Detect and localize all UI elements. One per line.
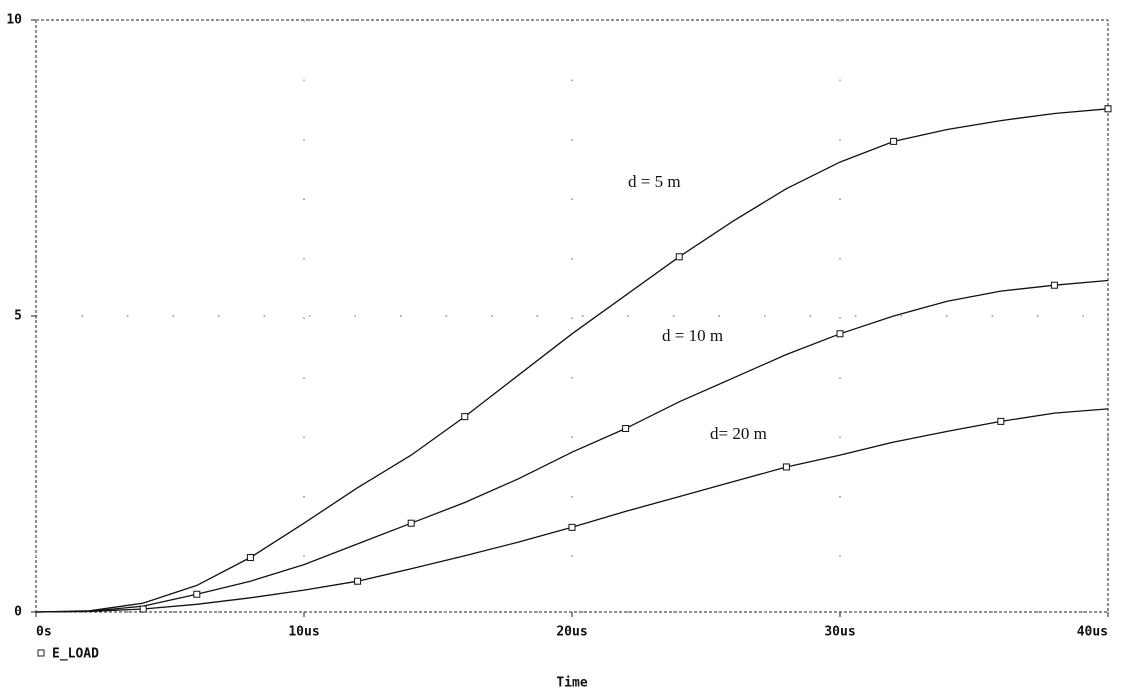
- x-tick-label: 10us: [288, 625, 319, 640]
- y-tick-label: 0: [14, 605, 22, 620]
- point-marker: [622, 424, 630, 432]
- point-marker: [836, 330, 844, 338]
- point-marker: [461, 413, 469, 421]
- point-marker: [890, 137, 898, 145]
- x-tick-label: 20us: [556, 625, 587, 640]
- series-annotation: d= 20 m: [710, 424, 767, 443]
- series-annotation: d = 10 m: [662, 326, 723, 345]
- point-marker: [354, 577, 362, 585]
- y-tick-label: 10: [6, 13, 22, 28]
- point-marker: [997, 417, 1005, 425]
- legend-marker: [37, 649, 45, 657]
- point-marker: [1104, 105, 1112, 113]
- x-axis-label: Time: [556, 676, 587, 690]
- point-marker: [246, 554, 254, 562]
- series-line: [35, 408, 1109, 613]
- series-annotation: d = 5 m: [628, 172, 681, 191]
- point-marker: [782, 463, 790, 471]
- x-tick-label: 30us: [824, 625, 855, 640]
- y-tick-label: 5: [14, 309, 22, 324]
- legend-label: E_LOAD: [52, 647, 99, 662]
- series-line: [35, 108, 1109, 613]
- point-marker: [568, 523, 576, 531]
- point-marker: [407, 519, 415, 527]
- point-marker: [675, 253, 683, 261]
- x-tick-label: 40us: [1077, 625, 1108, 640]
- series-line: [35, 279, 1109, 613]
- point-marker: [193, 590, 201, 598]
- point-marker: [139, 605, 147, 613]
- point-marker: [1050, 281, 1058, 289]
- x-tick-label: 0s: [36, 625, 52, 640]
